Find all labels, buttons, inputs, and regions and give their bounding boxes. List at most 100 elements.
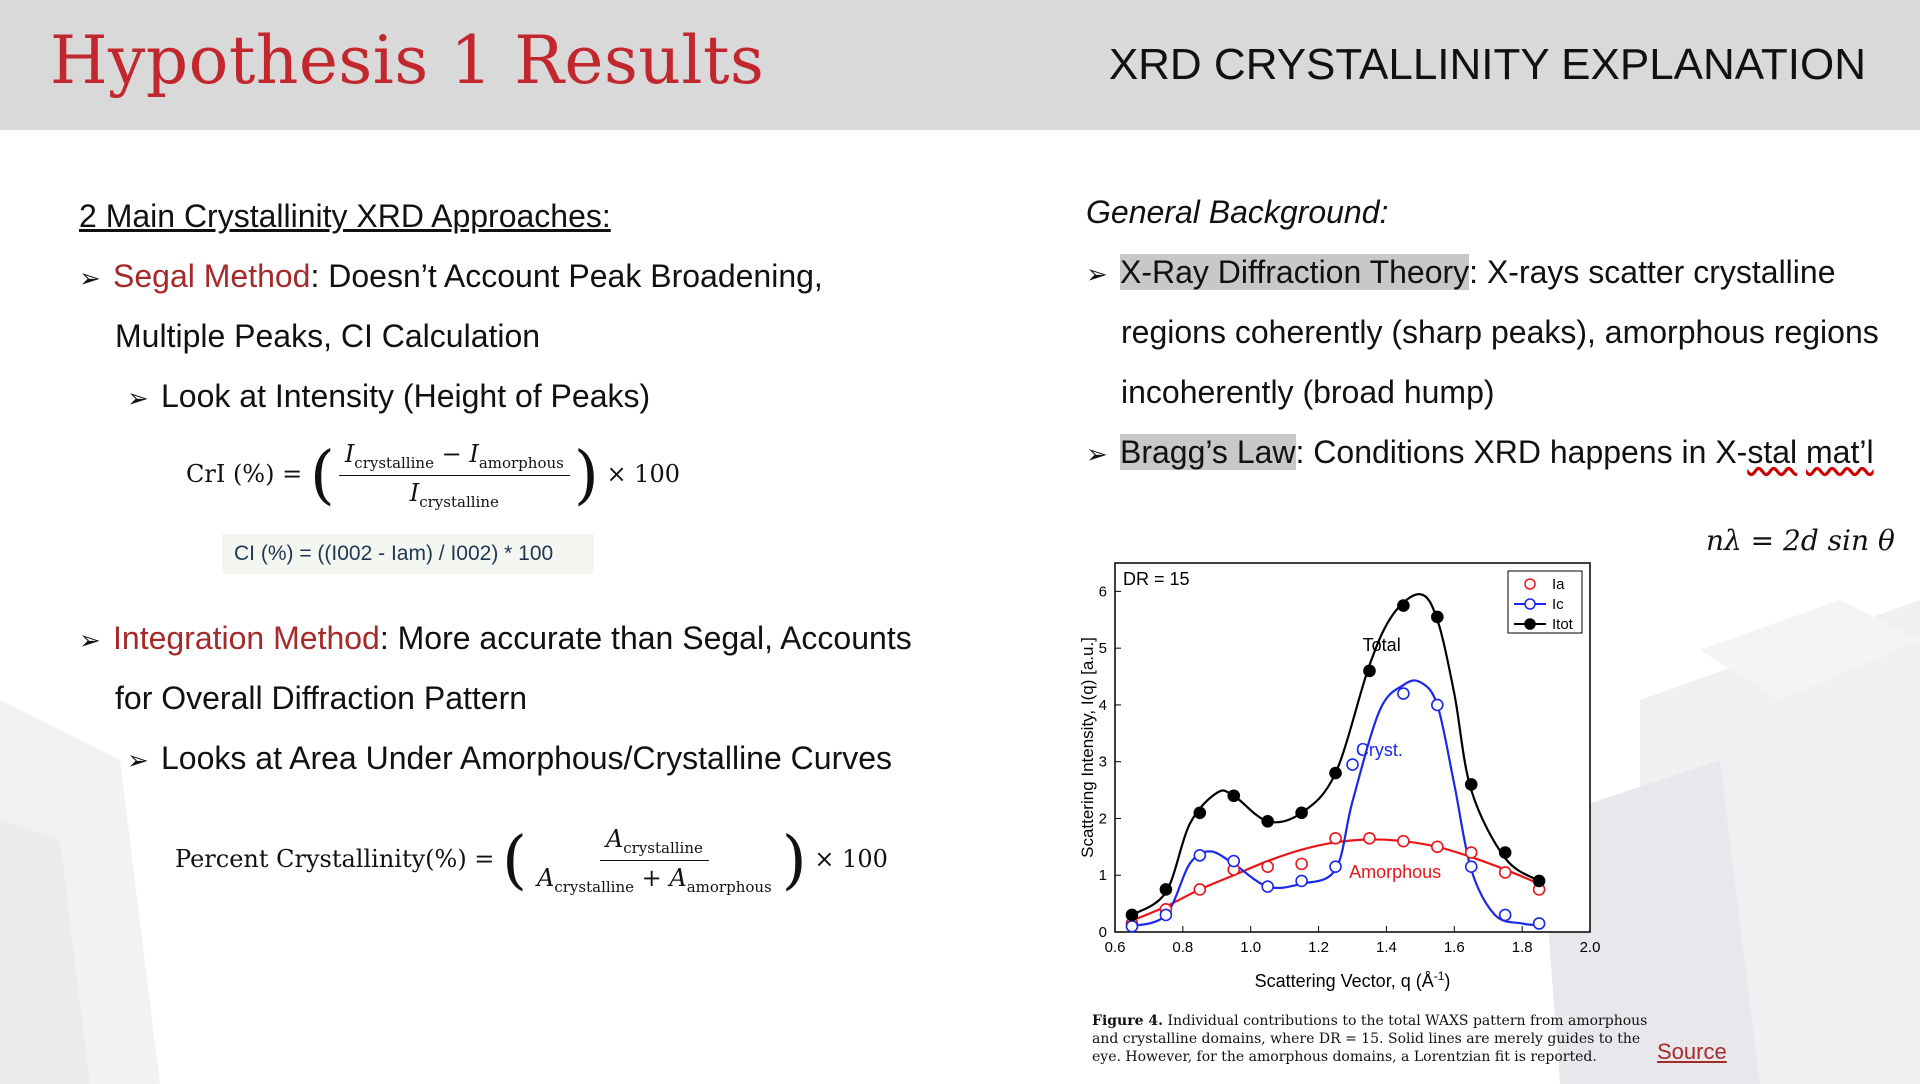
- cri-times: × 100: [598, 459, 680, 488]
- cri-num-i2: I: [469, 440, 479, 468]
- xray-line1: ➢ X-Ray Diffraction Theory: X-rays scatte…: [1086, 254, 1835, 291]
- segal-sub-text: Look at Intensity (Height of Peaks): [161, 378, 651, 414]
- segal-sub: ➢ Look at Intensity (Height of Peaks): [127, 378, 650, 415]
- ci-formula-box: CI (%) = ((I002 - Iam) / I002) * 100: [222, 534, 594, 574]
- bragg-text-c: [1797, 434, 1806, 470]
- data-point-ia: [1193, 883, 1207, 896]
- xray-theory-label: X-Ray Diffraction Theory: [1120, 254, 1470, 290]
- braggs-law-label: Bragg’s Law: [1120, 434, 1296, 470]
- data-point-ia: [1363, 832, 1376, 845]
- integration-desc-2: for Overall Diffraction Pattern: [115, 680, 528, 716]
- arrow-bullet-icon: ➢: [79, 263, 101, 293]
- xray-text-1: : X-rays scatter crystalline: [1469, 254, 1836, 290]
- data-point-ia: [1464, 846, 1478, 859]
- pc-den-i2: A: [669, 863, 687, 892]
- data-point-ia: [1431, 840, 1444, 854]
- data-point-itot: [1227, 789, 1241, 803]
- page-subtitle: XRD CRYSTALLINITY EXPLANATION: [1108, 40, 1866, 89]
- data-point-itot: [1261, 814, 1274, 828]
- segal-desc-1: : Doesn’t Account Peak Broadening,: [310, 258, 823, 294]
- pc-plus: +: [634, 863, 670, 892]
- cri-num-s2: amorphous: [478, 453, 564, 472]
- cri-num-s1: crystalline: [354, 453, 434, 472]
- data-point-ia: [1295, 857, 1308, 871]
- data-point-itot: [1498, 846, 1512, 859]
- data-point-itot: [1295, 806, 1308, 820]
- x-tick-label: 0.8: [1172, 939, 1193, 956]
- data-point-itot: [1532, 874, 1546, 888]
- cryst-label: Cryst.: [1356, 740, 1403, 760]
- header-bar: Hypothesis 1 Results XRD CRYSTALLINITY E…: [0, 0, 1920, 130]
- integration-sub: ➢ Looks at Area Under Amorphous/Crystalli…: [127, 740, 892, 777]
- legend-marker-ic: [1524, 598, 1536, 610]
- xray-text-3: incoherently (broad hump): [1121, 374, 1495, 410]
- legend-marker-itot: [1524, 618, 1536, 630]
- segal-desc-2: Multiple Peaks, CI Calculation: [115, 318, 541, 354]
- data-point-itot: [1329, 766, 1342, 780]
- bragg-text-d: mat’l: [1806, 434, 1874, 470]
- pc-den-s1: crystalline: [554, 877, 635, 896]
- y-tick-label: 2: [1099, 810, 1107, 827]
- x-axis-label: Scattering Vector, q (Å-1): [1255, 969, 1451, 991]
- integration-desc-1: : More accurate than Segal, Accounts: [379, 620, 912, 656]
- percent-crystallinity-formula: Percent Crystallinity(%) = (Acrystalline…: [175, 823, 888, 898]
- legend-label-ia: Ia: [1552, 576, 1565, 593]
- data-point-ia: [1261, 860, 1274, 874]
- data-point-ic: [1125, 920, 1139, 933]
- y-tick-label: 0: [1099, 924, 1107, 941]
- caption-text: Individual contributions to the total WA…: [1092, 1013, 1648, 1065]
- xrd-chart-svg: 0.6 0.8 1.0 1.2 1.4 1.6 1.8 2.0 0 1 2 3 4 5 6 Scatterin…: [1078, 562, 1600, 991]
- pc-den-i1: A: [537, 863, 555, 892]
- bragg-line1: ➢ Bragg’s Law: Conditions XRD happens in …: [1086, 434, 1874, 471]
- integration-line1: ➢ Integration Method: More accurate than …: [79, 620, 912, 657]
- y-tick-label: 5: [1099, 640, 1107, 657]
- y-axis-label: Scattering Intensity, I(q) [a.u.]: [1078, 637, 1097, 858]
- xray-text-2: regions coherently (sharp peaks), amorph…: [1121, 314, 1879, 350]
- pc-num-s: crystalline: [623, 838, 703, 857]
- bragg-text-a: : Conditions XRD happens in X-: [1295, 434, 1748, 470]
- legend-label-ic: Ic: [1552, 596, 1564, 613]
- source-link[interactable]: Source: [1657, 1039, 1727, 1064]
- pc-den-s2: amorphous: [686, 877, 772, 896]
- pc-num-i: A: [605, 825, 624, 853]
- arrow-bullet-icon: ➢: [1086, 439, 1108, 469]
- cri-den-s: crystalline: [419, 492, 499, 511]
- pc-lhs: Percent Crystallinity(%) =: [175, 844, 503, 873]
- y-tick-label: 3: [1099, 754, 1107, 771]
- integration-sub-text: Looks at Area Under Amorphous/Crystallin…: [161, 740, 893, 776]
- figure-caption: Figure 4. Individual contributions to th…: [1092, 1012, 1672, 1066]
- data-point-ia: [1498, 866, 1512, 879]
- page-title: Hypothesis 1 Results: [50, 22, 765, 99]
- data-point-ia: [1329, 832, 1342, 845]
- data-point-ic: [1193, 849, 1207, 862]
- data-point-itot: [1397, 599, 1410, 612]
- y-tick-label: 1: [1099, 867, 1107, 884]
- cri-den-i: I: [409, 478, 420, 507]
- data-point-itot: [1464, 778, 1478, 791]
- data-point-ic: [1498, 908, 1512, 922]
- bragg-equation: nλ = 2d sin θ: [1706, 524, 1895, 557]
- x-tick-label: 1.6: [1444, 939, 1465, 956]
- cri-formula: CrI (%) = (Icrystalline − Iamorphous Icry…: [186, 438, 680, 513]
- arrow-bullet-icon: ➢: [127, 745, 149, 775]
- data-point-itot: [1125, 908, 1139, 922]
- x-tick-label: 1.8: [1512, 939, 1533, 956]
- legend-label-itot: Itot: [1552, 616, 1574, 633]
- arrow-bullet-icon: ➢: [1086, 259, 1108, 289]
- right-heading: General Background:: [1086, 194, 1389, 230]
- data-point-itot: [1159, 883, 1173, 896]
- total-label: Total: [1363, 635, 1401, 655]
- data-point-ic: [1397, 687, 1410, 700]
- data-point-itot: [1363, 664, 1376, 678]
- data-point-ic: [1295, 874, 1308, 888]
- arrow-bullet-icon: ➢: [79, 625, 101, 655]
- data-point-ia: [1397, 834, 1410, 848]
- integration-method-label: Integration Method: [113, 620, 380, 656]
- bragg-text-b: stal: [1747, 434, 1798, 470]
- x-tick-label: 1.2: [1308, 939, 1329, 956]
- pc-times: × 100: [806, 844, 888, 873]
- cri-lhs: CrI (%) =: [186, 459, 310, 488]
- arrow-bullet-icon: ➢: [127, 383, 149, 413]
- cri-num-i: I: [344, 440, 355, 468]
- data-point-ic: [1261, 880, 1274, 893]
